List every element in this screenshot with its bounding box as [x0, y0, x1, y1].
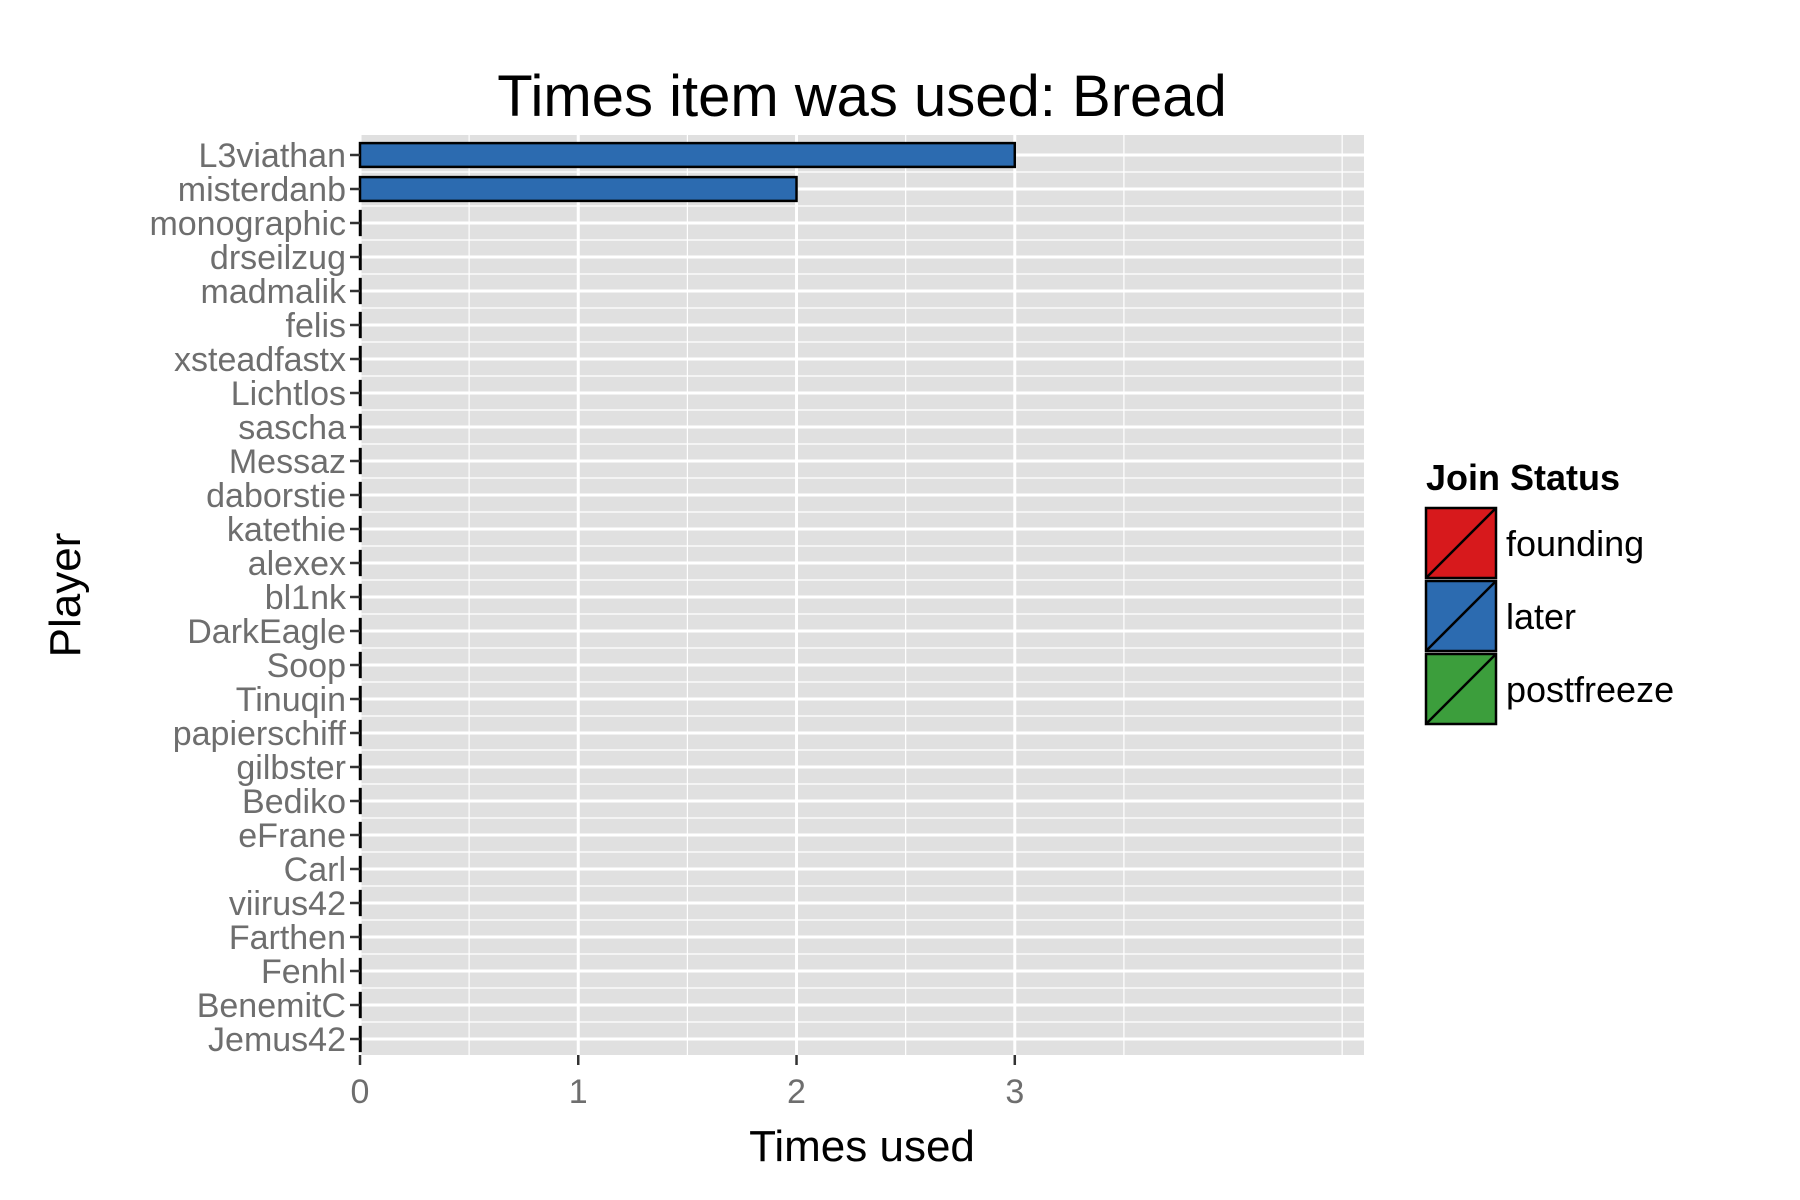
bar-Lichtlos — [358, 379, 362, 407]
y-tick-label: Bediko — [242, 783, 346, 821]
y-tick-label: Jemus42 — [208, 1021, 346, 1059]
y-tick-label: Soop — [267, 647, 346, 685]
y-tick-label: eFrane — [238, 817, 346, 855]
bar-xsteadfastx — [358, 345, 362, 373]
y-tick-label: xsteadfastx — [174, 341, 346, 379]
x-axis-title: Times used — [749, 1122, 975, 1171]
y-tick-label: drseilzug — [210, 239, 346, 277]
y-tick-label: gilbster — [236, 749, 346, 787]
bar-alexex — [358, 549, 362, 577]
bar-bl1nk — [358, 583, 362, 611]
bar-monographic — [358, 209, 362, 237]
y-tick-label: Carl — [284, 851, 346, 889]
y-tick-label: madmalik — [201, 273, 347, 311]
y-tick-label: bl1nk — [265, 579, 347, 617]
y-tick-label: Tinuqin — [236, 681, 346, 719]
y-tick-label: sascha — [238, 409, 346, 447]
y-tick-label: katethie — [227, 511, 346, 549]
bar-Soop — [358, 651, 362, 679]
x-tick-label: 3 — [1005, 1073, 1024, 1111]
bar-misterdanb — [358, 175, 798, 203]
y-axis: L3viathanmisterdanbmonographicdrseilzugm… — [149, 137, 360, 1059]
bar-DarkEagle — [358, 617, 362, 645]
legend-label-postfreeze: postfreeze — [1506, 669, 1674, 710]
y-tick-label: felis — [286, 307, 346, 345]
bar-Fenhl — [358, 957, 362, 985]
bar-Bediko — [358, 787, 362, 815]
bars — [358, 141, 1017, 1053]
x-tick-label: 0 — [351, 1073, 370, 1111]
y-tick-label: viirus42 — [229, 885, 346, 923]
gridlines — [358, 135, 1364, 1055]
bar-Tinuqin — [358, 685, 362, 713]
bar-Farthen — [358, 923, 362, 951]
legend-key-slash — [1425, 653, 1497, 725]
y-tick-label: papierschiff — [173, 715, 347, 753]
bar-sascha — [358, 413, 362, 441]
bar-viirus42 — [358, 889, 362, 917]
y-tick-label: DarkEagle — [187, 613, 346, 651]
y-tick-label: misterdanb — [178, 171, 346, 209]
x-tick-label: 2 — [787, 1073, 806, 1111]
y-tick-label: monographic — [149, 205, 346, 243]
legend-label-founding: founding — [1506, 523, 1644, 564]
x-tick-label: 1 — [569, 1073, 588, 1111]
plot-panel — [360, 135, 1364, 1055]
x-axis: 0 1 2 3 — [351, 1055, 1024, 1111]
y-tick-label: daborstie — [206, 477, 346, 515]
bar-BenemitC — [358, 991, 362, 1019]
bar-Messaz — [358, 447, 362, 475]
bar-drseilzug — [358, 243, 362, 271]
bar-katethie — [358, 515, 362, 543]
y-tick-label: Farthen — [229, 919, 346, 957]
y-tick-label: alexex — [248, 545, 346, 583]
bar-Carl — [358, 855, 362, 883]
bar-gilbster — [358, 753, 362, 781]
chart-title: Times item was used: Bread — [497, 64, 1227, 129]
y-tick-label: Fenhl — [261, 953, 346, 991]
bar-Jemus42 — [358, 1025, 362, 1053]
bar-L3viathan — [358, 141, 1017, 169]
y-tick-label: L3viathan — [199, 137, 346, 175]
legend-key-slash — [1425, 580, 1497, 652]
legend-title: Join Status — [1426, 457, 1620, 498]
bar-felis — [358, 311, 362, 339]
y-tick-label: Messaz — [229, 443, 346, 481]
bar-madmalik — [358, 277, 362, 305]
legend-key-slash — [1425, 507, 1497, 579]
legend: Join Status founding later postfreeze — [1424, 457, 1674, 726]
bar-papierschiff — [358, 719, 362, 747]
y-axis-title: Player — [41, 533, 90, 658]
y-tick-label: Lichtlos — [231, 375, 346, 413]
bar-eFrane — [358, 821, 362, 849]
bar-daborstie — [358, 481, 362, 509]
legend-label-later: later — [1506, 596, 1576, 637]
y-tick-label: BenemitC — [197, 987, 346, 1025]
